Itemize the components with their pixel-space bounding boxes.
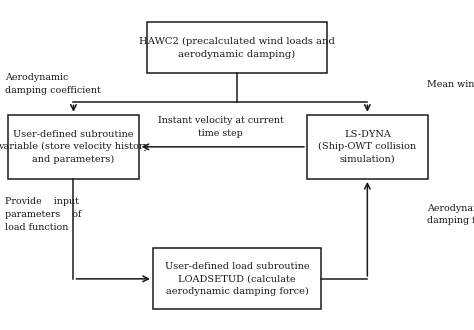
Text: User-defined subroutine
variable (store velocity history
and parameters): User-defined subroutine variable (store … <box>0 130 149 164</box>
Text: HAWC2 (precalculated wind loads and
aerodynamic damping): HAWC2 (precalculated wind loads and aero… <box>139 37 335 59</box>
Text: Mean wind loads: Mean wind loads <box>427 80 474 89</box>
Bar <box>8 115 138 179</box>
Text: Instant velocity at current
time step: Instant velocity at current time step <box>157 116 283 138</box>
Text: User-defined load subroutine
LOADSETUD (calculate
aerodynamic damping force): User-defined load subroutine LOADSETUD (… <box>164 262 310 296</box>
Bar <box>307 115 428 179</box>
Text: Aerodynamic
damping force: Aerodynamic damping force <box>427 204 474 225</box>
Text: Provide    input
parameters    of
load function: Provide input parameters of load functio… <box>5 197 81 232</box>
Text: LS-DYNA
(Ship-OWT collision
simulation): LS-DYNA (Ship-OWT collision simulation) <box>318 130 417 164</box>
Bar <box>147 22 327 74</box>
Bar <box>153 248 321 310</box>
Text: Aerodynamic
damping coefficient: Aerodynamic damping coefficient <box>5 73 100 95</box>
